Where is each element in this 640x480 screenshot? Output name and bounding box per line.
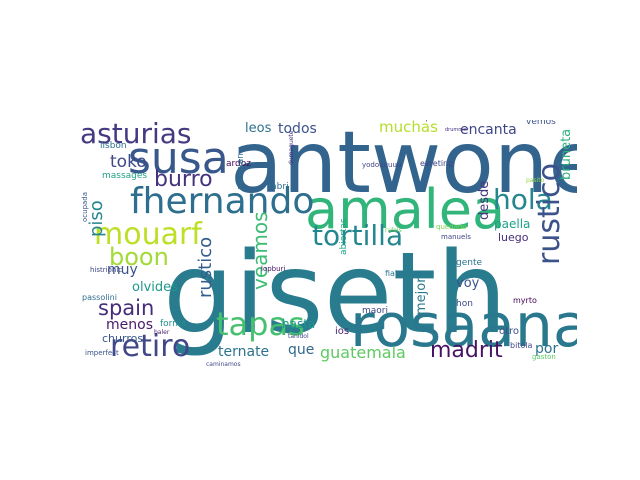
- word-amalea: amalea: [305, 178, 506, 241]
- word-paella: paella: [494, 217, 531, 231]
- word-olvides: olvides: [132, 280, 178, 295]
- word-hola: hola: [493, 183, 553, 216]
- word-tanidol: tanidol: [288, 333, 309, 340]
- word-que: que: [288, 342, 315, 358]
- word-veamos: veamos: [248, 211, 272, 290]
- word-passolini: passolini: [82, 293, 117, 302]
- word-giseth: giseth: [163, 229, 508, 359]
- word-mouarf: mouarf: [94, 217, 202, 252]
- word-rustico-small: rustico: [195, 236, 216, 298]
- word-ocupada: ocupada: [81, 191, 89, 222]
- word-maori: maori: [362, 306, 388, 316]
- word-lisbon: lisbon: [100, 141, 127, 151]
- word-piso: piso: [86, 200, 107, 237]
- word-bitola: bitola: [510, 341, 533, 350]
- word-encanta: encanta: [460, 122, 517, 138]
- word-quedado: quedado: [436, 223, 467, 231]
- word-imperfect: imperfect: [85, 349, 119, 357]
- word-gaston: gaston: [532, 353, 556, 361]
- word-susa: susa: [128, 133, 229, 184]
- word-muchas: muchas: [379, 120, 438, 136]
- word-voy: voy: [456, 276, 480, 291]
- word-asturian: asturian: [236, 153, 246, 190]
- word-muy: muy: [107, 262, 138, 278]
- word-fabri: fabri: [268, 182, 289, 192]
- word-hon: hon: [456, 299, 473, 309]
- word-gente: gente: [456, 258, 483, 268]
- word-ternate: ternate: [218, 344, 270, 360]
- word-fhernando: fhernando: [130, 181, 315, 222]
- word-burro: burro: [154, 167, 213, 192]
- word-menos: menos: [106, 317, 153, 333]
- word-fiatmates: fiatmates: [385, 269, 423, 278]
- word-tapas: tapas: [216, 305, 305, 343]
- word-abiertas: abiertas: [339, 218, 349, 255]
- word-todos: todos: [278, 121, 317, 137]
- word-spain: spain: [98, 296, 155, 320]
- word-massages: massages: [102, 171, 148, 181]
- word-boon: boon: [109, 243, 169, 271]
- word-tortilla: tortilla: [312, 219, 404, 252]
- word-leos: leos: [245, 121, 272, 136]
- word-pasito: pasito: [526, 177, 545, 184]
- word-dumaguete: dumaguete: [288, 130, 295, 165]
- word-rosaana: rosaana: [350, 291, 577, 361]
- word-histrionic: histrionic: [90, 266, 123, 274]
- word-caminamos: caminamos: [206, 361, 241, 367]
- word-asturias: asturias: [80, 120, 192, 150]
- word-luego: luego: [498, 231, 529, 244]
- word-churros: churros: [102, 332, 144, 345]
- word-baler: baler: [154, 329, 170, 336]
- word-ardoz: ardoz: [226, 159, 252, 169]
- word-myrto: myrto: [513, 296, 537, 305]
- word-guatemala: guatemala: [320, 343, 406, 362]
- word-otro: otro: [499, 326, 520, 337]
- word-rafals: rafals: [385, 227, 402, 234]
- word-hasta: hasta: [282, 317, 316, 331]
- word-bruneta: bruneta: [559, 128, 574, 180]
- word-vemos: vemos: [526, 120, 556, 127]
- word-lopburi: lopburi: [261, 265, 286, 273]
- word-drummer: drummer: [445, 127, 469, 133]
- word-madrit: madrit: [430, 338, 503, 363]
- word-antwone: antwone: [230, 120, 577, 213]
- word-evreting: evreting: [420, 159, 454, 168]
- word-yodouuuuu: yodouuuuu: [362, 161, 402, 169]
- word-cloud: giseth antwone rosaana amalea susa fhern…: [80, 120, 577, 366]
- word-toko: toko: [110, 152, 147, 172]
- word-desde: desde: [477, 180, 492, 220]
- word-forms: forms: [160, 319, 186, 329]
- word-por: por: [535, 341, 559, 357]
- word-mejor: mejor: [414, 277, 429, 315]
- word-occupiers: occupiers: [409, 120, 443, 122]
- word-ios: ios: [335, 326, 350, 337]
- word-retiro: retiro: [110, 329, 191, 364]
- word-manuels: manuels: [441, 233, 471, 241]
